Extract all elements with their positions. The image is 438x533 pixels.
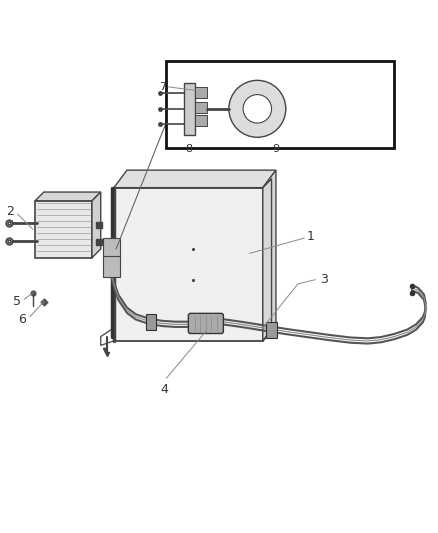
Bar bbox=[184, 83, 195, 135]
Circle shape bbox=[229, 80, 286, 138]
Text: 2: 2 bbox=[7, 205, 14, 218]
Text: 3: 3 bbox=[320, 273, 328, 286]
Text: 6: 6 bbox=[18, 313, 26, 326]
Bar bbox=[146, 314, 156, 330]
Text: 7: 7 bbox=[159, 82, 166, 92]
Polygon shape bbox=[195, 102, 207, 113]
Polygon shape bbox=[35, 192, 101, 201]
Circle shape bbox=[243, 94, 272, 123]
Text: 9: 9 bbox=[272, 144, 279, 154]
Polygon shape bbox=[114, 188, 263, 341]
Polygon shape bbox=[35, 201, 92, 258]
Polygon shape bbox=[195, 115, 207, 126]
Bar bbox=[266, 322, 277, 338]
Bar bbox=[103, 255, 120, 278]
FancyBboxPatch shape bbox=[188, 313, 223, 334]
Polygon shape bbox=[195, 87, 207, 98]
Polygon shape bbox=[114, 170, 276, 188]
Bar bbox=[166, 61, 394, 148]
Polygon shape bbox=[263, 170, 276, 341]
Text: 4: 4 bbox=[160, 383, 168, 395]
Text: 5: 5 bbox=[13, 295, 21, 308]
Text: 1: 1 bbox=[307, 230, 314, 243]
Polygon shape bbox=[92, 192, 101, 258]
Bar bbox=[103, 238, 120, 260]
Text: 8: 8 bbox=[185, 144, 192, 154]
